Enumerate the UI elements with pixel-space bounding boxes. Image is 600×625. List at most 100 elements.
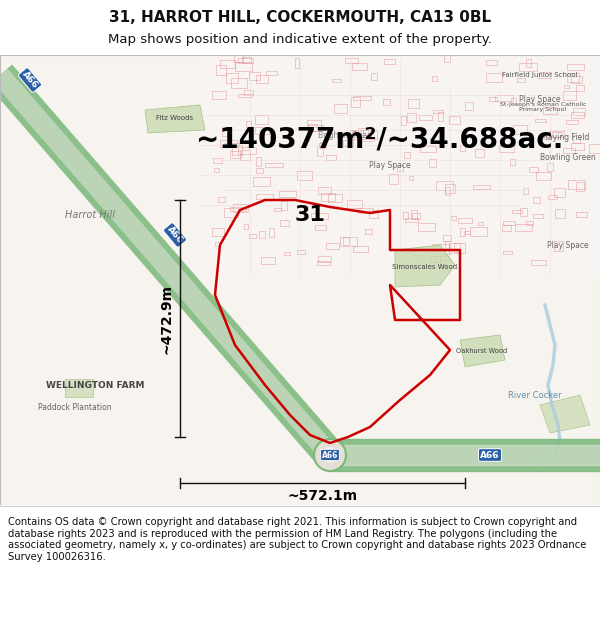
Text: A66: A66 [480,451,500,459]
Polygon shape [0,64,342,466]
Bar [216,65,226,75]
Bar [432,244,449,254]
Bar [436,181,454,190]
Bar [220,60,235,68]
Bar [511,98,516,104]
Bar [370,209,379,218]
Bar [567,72,580,82]
Bar [549,131,564,138]
Bar [486,73,502,82]
Bar [576,212,587,217]
Bar [404,218,418,222]
Bar [234,54,242,62]
Bar [475,149,484,158]
Text: Play Space: Play Space [547,241,589,249]
Bar [232,78,247,88]
Bar [408,99,419,108]
Bar [353,246,368,252]
Bar [241,150,250,160]
Bar [214,168,219,172]
Bar [343,237,349,246]
Bar [295,58,299,68]
Bar [334,104,347,113]
Bar [318,187,331,194]
Bar [535,119,546,122]
Polygon shape [0,69,338,461]
Text: Playing Field: Playing Field [541,132,589,141]
Bar [429,159,436,167]
Text: 31: 31 [295,205,325,225]
Bar [322,192,335,201]
Bar [538,136,547,139]
Bar [259,231,265,238]
Bar [256,168,263,173]
Bar [503,221,515,224]
Bar [445,187,451,195]
Bar [226,73,238,83]
Bar [326,155,335,160]
Bar [571,144,584,149]
Bar [238,94,251,98]
Bar [533,214,543,218]
Bar [307,120,322,127]
Bar [412,255,421,259]
Bar [65,379,93,397]
Bar [568,64,584,69]
Bar [371,73,377,79]
Text: Map shows position and indicative extent of the property.: Map shows position and indicative extent… [108,34,492,46]
Bar [565,85,569,88]
Bar [347,199,362,208]
Bar [473,185,490,189]
Bar [235,62,252,71]
Text: 31, HARROT HILL, COCKERMOUTH, CA13 0BL: 31, HARROT HILL, COCKERMOUTH, CA13 0BL [109,9,491,24]
Bar [346,58,358,63]
Bar [526,59,532,68]
Bar [554,241,563,251]
Bar [445,241,450,249]
Bar [249,72,260,81]
Bar [261,257,275,264]
Text: Play Space: Play Space [519,96,561,104]
Bar [242,58,251,63]
Polygon shape [540,395,590,433]
Bar [412,214,420,219]
Bar [464,231,470,234]
Bar [297,250,305,254]
Bar [224,208,238,217]
Bar [317,261,330,265]
Bar [248,234,256,238]
Bar [403,212,409,219]
Bar [352,129,364,139]
Text: Harrot Hill: Harrot Hill [65,210,115,220]
Bar [451,216,456,219]
Bar [256,194,273,199]
Bar [340,237,356,246]
Bar [444,56,449,62]
Bar [547,163,553,171]
Text: Oakhurst Wood: Oakhurst Wood [457,348,508,354]
Bar [284,253,290,256]
Bar [502,225,511,231]
Bar [352,98,360,107]
Bar [407,112,416,123]
Bar [430,256,440,262]
Bar [253,177,270,186]
Circle shape [314,439,346,471]
Bar [238,147,256,154]
Bar [503,251,512,254]
Bar [539,72,551,78]
Text: Contains OS data © Crown copyright and database right 2021. This information is : Contains OS data © Crown copyright and d… [8,517,586,562]
Bar [411,210,416,219]
Circle shape [322,447,338,463]
Bar [432,76,437,81]
Bar [589,144,600,153]
Text: ~140377m²/~34.688ac.: ~140377m²/~34.688ac. [196,126,563,154]
Bar [517,78,525,82]
Bar [571,76,581,83]
Bar [404,152,410,158]
Bar [358,208,373,213]
Bar [573,107,584,115]
Bar [466,102,473,110]
Bar [212,228,224,236]
Bar [332,79,341,82]
